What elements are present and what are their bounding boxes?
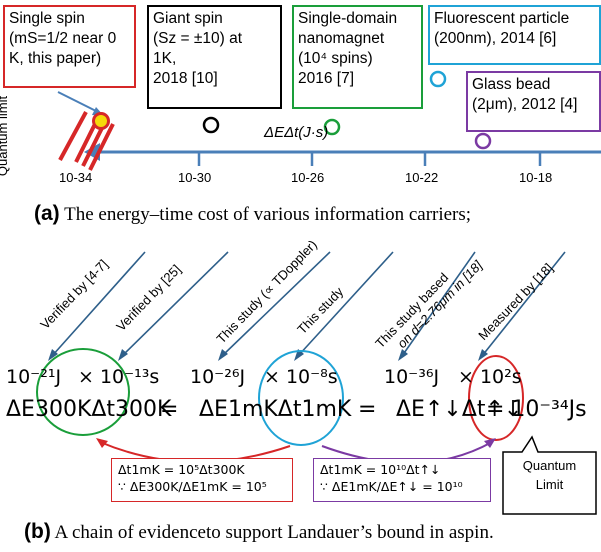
giant-spin-year: 2018 [10] [153, 70, 218, 87]
tick-label: 10-34 [59, 170, 93, 185]
fluorescent-marker [429, 70, 447, 88]
single-spin-marker [92, 112, 110, 130]
red-circle [468, 355, 524, 441]
green-circle [36, 348, 130, 436]
callout-line-1: Quantum [522, 458, 577, 473]
equation-result: = 10⁻³⁴Js [486, 397, 587, 422]
pointer-line [401, 251, 476, 357]
single-spin-pointer [57, 91, 99, 113]
red-derivation-line-2: ∵ ΔE300K/ΔE1mK = 10⁵ [118, 479, 267, 494]
quantum-limit-callout [502, 435, 597, 515]
tick-label: 10-26 [291, 170, 325, 185]
pointer-line [51, 251, 146, 357]
purple-derivation-line-1: Δt1mK = 10¹⁰Δt↑↓ [320, 462, 441, 477]
callout-line-2: Limit [535, 477, 564, 492]
nanomagnet-marker [323, 118, 341, 136]
single-spin-title: Single spin [9, 10, 85, 27]
pointer-line [121, 251, 229, 357]
value-time-spin: × 10²s [458, 366, 522, 388]
caption-a: (a) The energy–time cost of various info… [34, 202, 471, 226]
fluorescent-detail: (200nm), 2014 [6] [434, 30, 557, 47]
quantum-limit-callout-text: Quantum Limit [503, 456, 596, 494]
purple-arrowhead [484, 438, 496, 448]
nanomagnet-detail: nanomagnet [298, 30, 385, 47]
pointer-arrowhead [218, 349, 228, 361]
giant-spin-title: Giant spin [153, 10, 223, 27]
axis-label: ΔEΔt(J·s) [264, 124, 329, 141]
equals-sign: = [160, 397, 179, 422]
pointer-line [221, 251, 331, 357]
red-derivation-line-1: Δt1mK = 10⁵Δt300K [118, 462, 245, 477]
glass-bead-detail: (2μm), 2012 [4] [472, 96, 578, 113]
nanomagnet-box: Single-domain nanomagnet (10⁴ spins) 201… [292, 5, 423, 109]
nanomagnet-detail-2: (10⁴ spins) [298, 50, 373, 67]
fluorescent-box: Fluorescent particle (200nm), 2014 [6] [428, 5, 601, 65]
glass-bead-marker [474, 132, 492, 150]
fluorescent-title: Fluorescent particle [434, 10, 570, 27]
red-derivation-box: Δt1mK = 10⁵Δt300K ∵ ΔE300K/ΔE1mK = 10⁵ [111, 458, 293, 502]
single-spin-detail-2: K, this paper) [9, 50, 102, 67]
value-time-300k: × 10⁻¹³s [78, 366, 160, 388]
equals-sign: = [358, 397, 377, 422]
single-spin-box: Single spin (mS=1/2 near 0 K, this paper… [3, 5, 136, 88]
red-arrowhead [96, 438, 108, 448]
quantum-limit-label: Quantum limit [0, 95, 10, 177]
purple-derivation-box: Δt1mK = 10¹⁰Δt↑↓ ∵ ΔE1mK/ΔE↑↓ = 10¹⁰ [313, 458, 491, 502]
pointer-line [481, 251, 566, 357]
pointer-arrowhead [118, 349, 128, 361]
giant-spin-detail: (Sz = ±10) at [153, 30, 243, 47]
tick-label: 10-30 [178, 170, 212, 185]
value-energy-spin: 10⁻³⁶J [384, 366, 440, 388]
cyan-circle [258, 350, 344, 446]
giant-spin-marker [202, 116, 220, 134]
equation-term-300k: ΔE300KΔt300K [6, 397, 172, 422]
glass-bead-title: Glass bead [472, 76, 551, 93]
glass-bead-box: Glass bead (2μm), 2012 [4] [466, 71, 601, 132]
caption-b: (b) A chain of evidenceto support Landau… [24, 520, 494, 544]
giant-spin-detail-2: 1K, [153, 50, 177, 67]
equation-term-1mk: ΔE1mKΔt1mK [199, 397, 352, 422]
pointer-line [297, 251, 394, 357]
value-energy-300k: 10⁻²¹J [6, 366, 62, 388]
panel-b-graphics [36, 251, 597, 515]
tick-label: 10-22 [405, 170, 439, 185]
pointer-arrowhead [478, 349, 488, 361]
value-energy-1mk: 10⁻²⁶J [190, 366, 246, 388]
giant-spin-box: Giant spin (Sz = ±10) at 1K, 2018 [10] [147, 5, 282, 109]
caption-a-text: The energy–time cost of various informat… [64, 204, 472, 225]
nanomagnet-year: 2016 [7] [298, 70, 355, 87]
pointer-arrowhead [48, 349, 58, 361]
pointer-arrowhead [398, 349, 408, 361]
caption-b-text: A chain of evidenceto support Landauer’s… [54, 522, 494, 543]
panel-a-graphics [57, 70, 601, 171]
caption-b-tag: (b) [24, 520, 51, 543]
purple-derivation-line-2: ∵ ΔE1mK/ΔE↑↓ = 10¹⁰ [320, 479, 463, 494]
caption-a-tag: (a) [34, 202, 60, 225]
equation-term-spin: ΔE↑↓Δt↑↓ [396, 397, 523, 422]
tick-label: 10-18 [519, 170, 553, 185]
nanomagnet-title: Single-domain [298, 10, 398, 27]
single-spin-detail: (mS=1/2 near 0 [9, 30, 117, 47]
value-time-1mk: × 10⁻⁸s [264, 366, 338, 388]
